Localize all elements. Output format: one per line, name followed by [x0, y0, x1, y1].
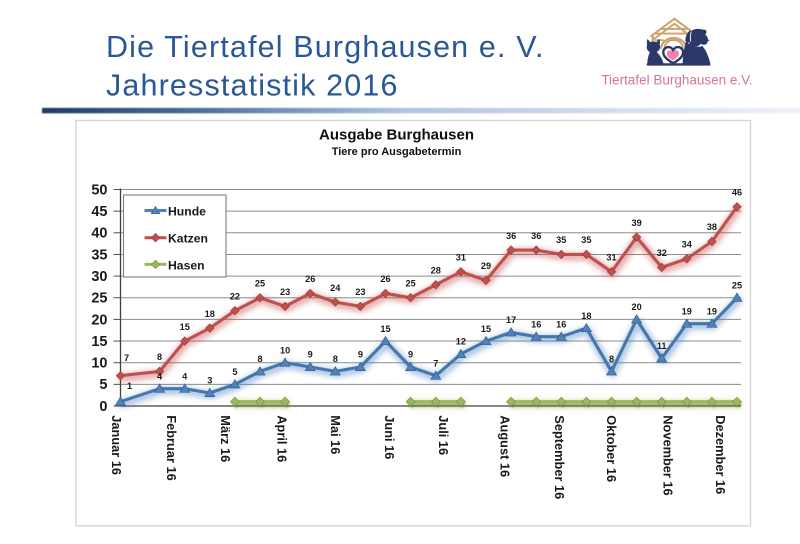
svg-text:35: 35	[91, 247, 107, 263]
svg-text:Jahresstatistik 2016: Jahresstatistik 2016	[106, 69, 399, 103]
svg-text:8: 8	[157, 352, 162, 362]
svg-text:29: 29	[481, 261, 491, 271]
svg-text:9: 9	[308, 350, 313, 360]
svg-text:34: 34	[682, 240, 693, 250]
svg-text:Februar 16: Februar 16	[164, 415, 179, 480]
svg-text:22: 22	[230, 291, 240, 301]
svg-text:36: 36	[531, 231, 541, 241]
svg-text:7: 7	[433, 358, 438, 368]
svg-text:9: 9	[408, 350, 413, 360]
svg-text:15: 15	[380, 324, 390, 334]
svg-text:31: 31	[606, 253, 616, 263]
svg-text:7: 7	[124, 353, 129, 363]
svg-text:9: 9	[358, 350, 363, 360]
svg-text:30: 30	[91, 269, 107, 285]
svg-text:11: 11	[657, 341, 667, 351]
svg-text:Mai 16: Mai 16	[328, 415, 343, 454]
svg-text:25: 25	[91, 291, 107, 307]
svg-text:25: 25	[405, 278, 415, 288]
svg-text:5: 5	[232, 367, 237, 377]
svg-text:Die Tiertafel Burghausen e. V.: Die Tiertafel Burghausen e. V.	[106, 30, 545, 64]
svg-text:35: 35	[581, 235, 591, 245]
svg-text:25: 25	[732, 280, 742, 290]
svg-text:12: 12	[456, 337, 466, 347]
svg-text:10: 10	[280, 345, 290, 355]
svg-text:19: 19	[682, 306, 692, 316]
svg-text:50: 50	[91, 182, 107, 198]
svg-text:0: 0	[99, 399, 107, 415]
svg-text:20: 20	[91, 312, 107, 328]
svg-text:Hasen: Hasen	[168, 258, 205, 272]
svg-text:45: 45	[91, 204, 107, 220]
svg-text:April 16: April 16	[274, 415, 289, 462]
svg-text:10: 10	[91, 356, 107, 372]
svg-text:Dezember 16: Dezember 16	[713, 415, 728, 494]
svg-text:Katzen: Katzen	[168, 232, 208, 246]
svg-text:19: 19	[707, 306, 717, 316]
svg-text:Hunde: Hunde	[168, 204, 206, 218]
svg-text:8: 8	[333, 354, 338, 364]
svg-text:36: 36	[506, 231, 516, 241]
svg-text:4: 4	[182, 371, 188, 381]
svg-text:16: 16	[556, 319, 566, 329]
svg-text:September 16: September 16	[552, 415, 567, 499]
svg-text:Juni 16: Juni 16	[382, 415, 397, 459]
svg-text:15: 15	[481, 324, 491, 334]
svg-text:38: 38	[707, 222, 717, 232]
svg-text:15: 15	[91, 334, 107, 350]
svg-text:26: 26	[305, 274, 315, 284]
svg-text:39: 39	[631, 218, 641, 228]
svg-text:15: 15	[180, 322, 190, 332]
svg-text:8: 8	[257, 354, 262, 364]
svg-text:46: 46	[732, 188, 742, 198]
svg-text:31: 31	[456, 253, 466, 263]
svg-text:November 16: November 16	[660, 415, 675, 495]
svg-text:32: 32	[657, 248, 667, 258]
svg-text:17: 17	[506, 315, 516, 325]
svg-text:August 16: August 16	[497, 415, 512, 477]
svg-text:25: 25	[255, 278, 265, 288]
svg-text:Ausgabe Burghausen: Ausgabe Burghausen	[319, 127, 474, 144]
svg-text:35: 35	[556, 235, 566, 245]
svg-text:Januar 16: Januar 16	[109, 415, 124, 475]
svg-text:24: 24	[330, 283, 341, 293]
svg-text:40: 40	[91, 226, 107, 242]
svg-text:Tiere pro Ausgabetermin: Tiere pro Ausgabetermin	[332, 146, 462, 158]
svg-text:23: 23	[280, 287, 290, 297]
svg-text:28: 28	[431, 266, 441, 276]
svg-text:4: 4	[157, 371, 163, 381]
svg-text:8: 8	[609, 354, 614, 364]
svg-text:20: 20	[631, 302, 641, 312]
svg-text:März 16: März 16	[218, 415, 233, 462]
svg-text:26: 26	[380, 274, 390, 284]
svg-text:23: 23	[355, 287, 365, 297]
svg-text:1: 1	[127, 381, 132, 391]
svg-text:18: 18	[205, 309, 215, 319]
svg-text:Tiertafel Burghausen e.V.: Tiertafel Burghausen e.V.	[601, 73, 752, 88]
svg-text:16: 16	[531, 319, 541, 329]
svg-text:18: 18	[581, 311, 591, 321]
svg-text:3: 3	[207, 376, 212, 386]
svg-text:5: 5	[99, 377, 107, 393]
svg-text:Oktober 16: Oktober 16	[604, 415, 619, 482]
svg-text:Juli 16: Juli 16	[436, 415, 451, 455]
